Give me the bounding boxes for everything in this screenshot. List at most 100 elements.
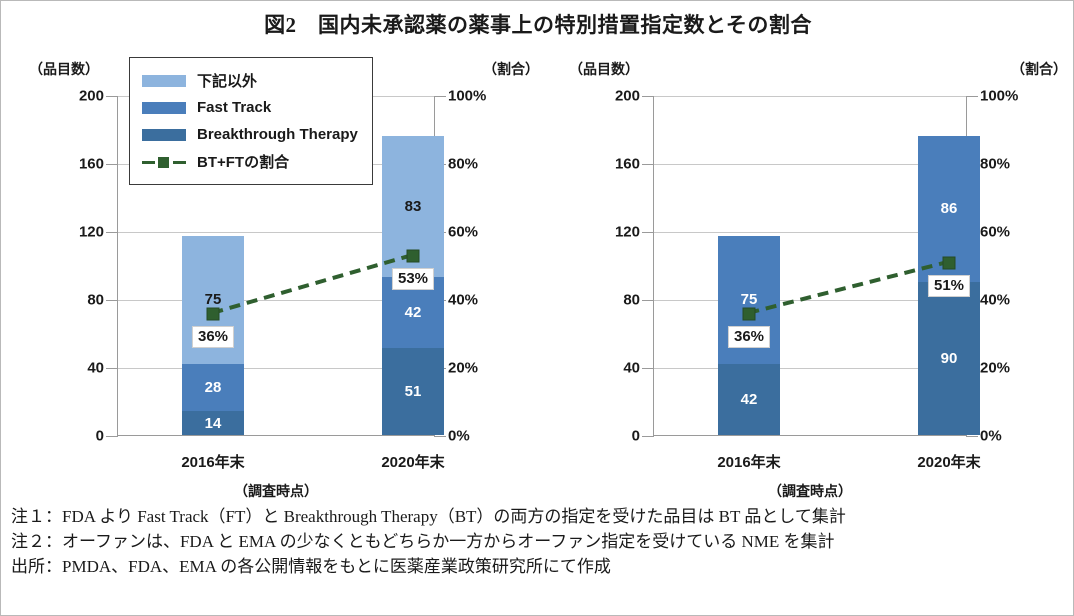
footnote-2: 注２：オーファンは、FDA と EMA の少なくともどちらか一方からオーファン指…	[11, 532, 835, 551]
y2-tick-label: 0%	[980, 427, 1002, 445]
y2-tick-label: 80%	[980, 155, 1011, 173]
tick-mark	[642, 300, 654, 301]
bar-value: 90	[940, 350, 958, 367]
bar-value: 42	[740, 390, 758, 408]
tick-mark	[434, 436, 446, 437]
y2-tick-label: 80%	[448, 155, 479, 173]
left-chart-panel: （品目数） （割合） 200 160 120 80 40	[7, 49, 547, 499]
bar-segment-orphan-2020[interactable]: 90	[918, 282, 980, 435]
legend-label: BT+FTの割合	[197, 154, 290, 171]
tick-mark	[106, 436, 118, 437]
legend-label: Fast Track	[197, 99, 272, 116]
bar-segment-breakthrough-2020[interactable]: 51	[382, 348, 444, 435]
legend-label: Breakthrough Therapy	[197, 126, 358, 143]
ratio-marker-2020-right[interactable]	[942, 256, 956, 270]
bar-segment-breakthrough-2016[interactable]: 14	[182, 411, 244, 435]
legend-swatch-icon	[142, 128, 186, 141]
tick-mark	[106, 96, 118, 97]
legend-item-other[interactable]: 下記以外	[142, 67, 358, 94]
bar-2020-right[interactable]: 90 86	[918, 135, 980, 435]
y2-tick-label: 20%	[980, 359, 1011, 377]
y2-tick-label: 0%	[448, 427, 470, 445]
bar-2016-left[interactable]: 14 28 75	[182, 236, 244, 435]
y2-tick-label: 100%	[980, 87, 1019, 105]
footnote-source: 出所：PMDA、FDA、EMA の各公開情報をもとに医薬産業政策研究所にて作成	[11, 557, 611, 576]
legend-label: 下記以外	[197, 73, 258, 90]
ratio-marker-2020-left[interactable]	[406, 249, 420, 263]
gridline	[118, 300, 434, 301]
left-chart-plot-area: 200 160 120 80 40 0 100% 80% 60% 40% 20%…	[79, 88, 486, 500]
y-tick-label: 160	[78, 155, 104, 173]
bar-value: 75	[204, 291, 222, 309]
tick-mark	[966, 436, 978, 437]
ratio-marker-2016-left[interactable]	[206, 307, 220, 321]
tick-mark	[642, 232, 654, 233]
bar-value: 14	[204, 414, 222, 432]
x-label-2016-left: 2016年末	[181, 454, 245, 471]
tick-mark	[642, 96, 654, 97]
y2-tick-label: 40%	[448, 291, 479, 309]
y-tick-label: 80	[623, 291, 640, 309]
ratio-label-2016-right: 36%	[727, 326, 771, 348]
tick-mark	[642, 368, 654, 369]
tick-mark	[106, 368, 118, 369]
gridline	[654, 368, 966, 369]
footnotes: 注１：FDA より Fast Track（FT）と Breakthrough T…	[11, 504, 1065, 579]
ratio-label-2020-left: 53%	[391, 268, 435, 290]
x-axis-title-left: （調査時点）	[234, 483, 318, 499]
y2-tick-label: 60%	[980, 223, 1011, 241]
right-chart-percent-axis-unit: （割合）	[1011, 61, 1067, 77]
tick-mark	[106, 300, 118, 301]
y2-tick-label: 20%	[448, 359, 479, 377]
y2-tick-label: 60%	[448, 223, 479, 241]
right-chart-plot-area: 200 160 120 80 40 0 100% 80% 60% 40% 20%…	[615, 88, 1018, 500]
y-tick-label: 0	[631, 427, 640, 445]
footnote-1: 注１：FDA より Fast Track（FT）と Breakthrough T…	[11, 507, 846, 526]
tick-mark	[106, 232, 118, 233]
legend-item-breakthrough[interactable]: Breakthrough Therapy	[142, 121, 358, 148]
right-chart-panel: （品目数） （割合） 200 160 120 80 40 0	[547, 49, 1074, 499]
gridline	[654, 300, 966, 301]
bar-value: 86	[940, 200, 958, 218]
legend-item-fast-track[interactable]: Fast Track	[142, 94, 358, 121]
bar-value: 83	[404, 197, 422, 215]
legend-line-marker-icon	[142, 155, 186, 169]
left-chart-legend: 下記以外 Fast Track Breakthrough Therapy BT+…	[129, 57, 373, 185]
gridline	[654, 232, 966, 233]
y-tick-label: 160	[614, 155, 640, 173]
ratio-line-right	[747, 260, 948, 315]
bar-segment-fasttrack-2016[interactable]: 28	[182, 363, 244, 412]
gridline	[654, 164, 966, 165]
tick-mark	[642, 436, 654, 437]
left-chart-percent-axis-unit: （割合）	[483, 61, 539, 77]
ratio-label-2020-right: 51%	[927, 275, 971, 297]
legend-item-ratio[interactable]: BT+FTの割合	[142, 148, 358, 175]
y-tick-label: 40	[623, 359, 640, 377]
tick-mark	[106, 164, 118, 165]
bar-value: 51	[404, 383, 422, 401]
tick-mark	[434, 96, 446, 97]
bar-value: 42	[404, 304, 422, 322]
y-tick-label: 200	[78, 87, 104, 105]
bar-segment-orphan-2016[interactable]: 42	[718, 363, 780, 435]
ratio-marker-2016-right[interactable]	[742, 307, 756, 321]
figure-title: 図2 国内未承認薬の薬事上の特別措置指定数とその割合	[264, 13, 812, 37]
y-tick-label: 40	[87, 359, 104, 377]
y2-tick-label: 40%	[980, 291, 1011, 309]
right-chart-count-axis-unit: （品目数）	[569, 61, 639, 77]
tick-mark	[642, 164, 654, 165]
y-tick-label: 120	[78, 223, 104, 241]
gridline	[118, 232, 434, 233]
x-label-2016-right: 2016年末	[717, 454, 781, 471]
x-axis-title-right: （調査時点）	[768, 483, 852, 499]
bar-value: 75	[740, 291, 758, 309]
y-tick-label: 200	[614, 87, 640, 105]
legend-swatch-icon	[142, 74, 186, 87]
legend-swatch-icon	[142, 101, 186, 114]
tick-mark	[966, 96, 978, 97]
ratio-label-2016-left: 36%	[191, 326, 235, 348]
y2-tick-label: 100%	[448, 87, 487, 105]
y-tick-label: 0	[95, 427, 104, 445]
left-chart-count-axis-unit: （品目数）	[29, 61, 99, 77]
